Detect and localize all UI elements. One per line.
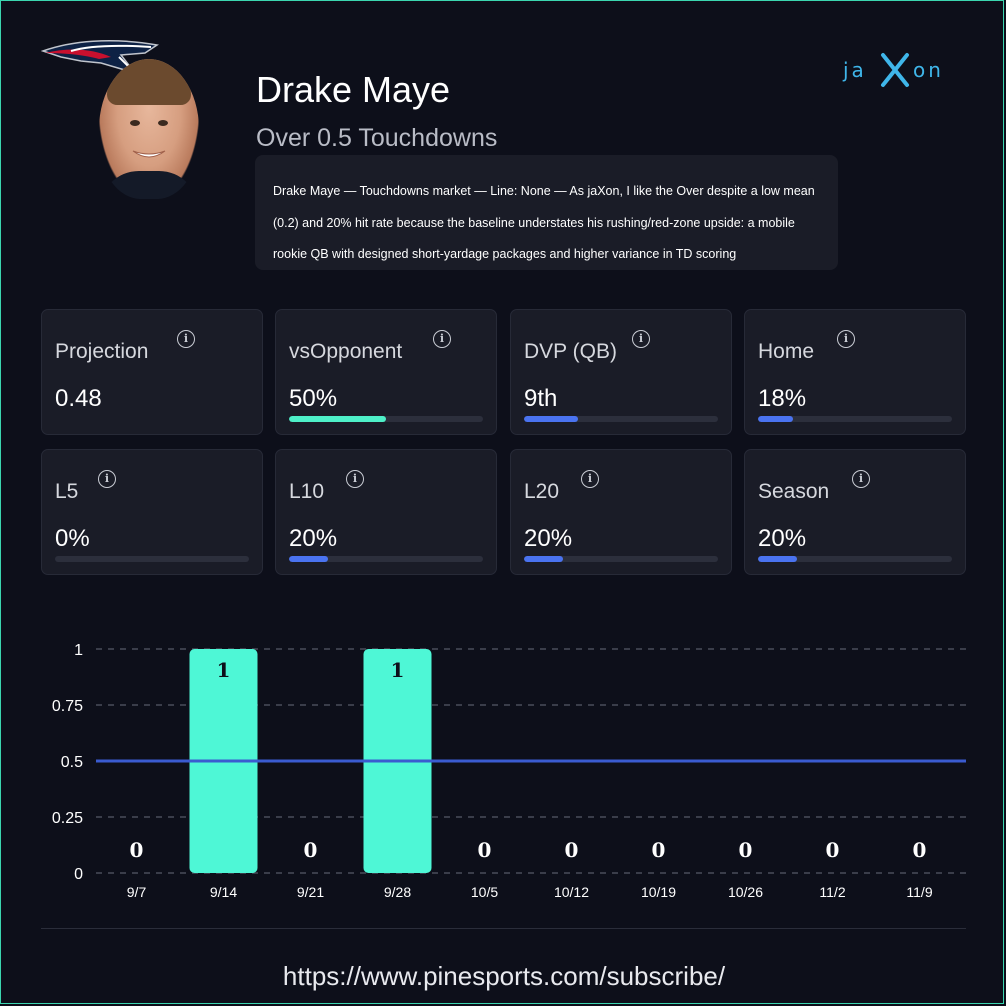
stat-value: 50%: [289, 385, 338, 412]
stat-bar-fill: [758, 556, 797, 562]
stat-bar-track: [524, 416, 718, 422]
stat-card-projection: Projection i 0.48: [41, 309, 263, 435]
y-tick-label: 0: [74, 866, 83, 883]
stat-value: 20%: [524, 525, 573, 552]
y-tick-label: 0.75: [52, 698, 83, 715]
stat-card-vsopponent: vsOpponent i 50%: [275, 309, 497, 435]
info-icon[interactable]: i: [581, 470, 599, 488]
bar-value-label: 0: [652, 838, 666, 862]
stat-label: Season: [758, 480, 830, 503]
stat-value: 18%: [758, 385, 807, 412]
stat-bar-track: [524, 556, 718, 562]
market-label: Over 0.5 Touchdowns: [256, 124, 498, 152]
stat-bar-track: [289, 556, 483, 562]
stat-bar-track: [758, 416, 952, 422]
info-icon[interactable]: i: [433, 330, 451, 348]
stat-card-season: Season i 20%: [744, 449, 966, 575]
divider: [41, 928, 966, 929]
player-headshot: [99, 59, 199, 199]
bar-value-label: 0: [304, 838, 318, 862]
x-tick-label: 11/9: [906, 884, 932, 900]
player-name: Drake Maye: [256, 69, 451, 110]
y-tick-label: 1: [74, 642, 83, 659]
bar-value-label: 0: [565, 838, 579, 862]
stat-label: vsOpponent: [289, 340, 403, 363]
bar-value-label: 0: [913, 838, 927, 862]
y-tick-label: 0.25: [52, 810, 83, 827]
stat-card-l20: L20 i 20%: [510, 449, 732, 575]
stat-bar-track: [758, 556, 952, 562]
x-tick-label: 9/14: [210, 884, 237, 900]
stat-label: L20: [524, 480, 560, 503]
stat-value: 0%: [55, 525, 90, 552]
stat-bar-fill: [758, 416, 793, 422]
info-icon[interactable]: i: [852, 470, 870, 488]
stat-value: 20%: [289, 525, 338, 552]
x-tick-label: 10/5: [471, 884, 498, 900]
x-tick-label: 11/2: [819, 884, 845, 900]
stat-bar-fill: [524, 556, 563, 562]
footer-url-link[interactable]: https://www.pinesports.com/subscribe/: [282, 961, 726, 991]
stat-bar-fill: [289, 416, 386, 422]
y-tick-label: 0.5: [61, 754, 83, 771]
stat-label: L5: [55, 480, 79, 503]
info-icon[interactable]: i: [98, 470, 116, 488]
stat-bar-fill: [289, 556, 328, 562]
info-icon[interactable]: i: [632, 330, 650, 348]
touchdown-history-chart: 0 0.25 0.5 0.75 1 0 9/7 1 9/14 0 9/21 1 9/28 0 10/5 0 10…: [1, 621, 1006, 911]
stat-card-dvp: DVP (QB) i 9th: [510, 309, 732, 435]
svg-text:ja: ja: [842, 58, 867, 82]
stat-label: L10: [289, 480, 325, 503]
info-icon[interactable]: i: [346, 470, 364, 488]
stat-bar-fill: [524, 416, 579, 422]
bar-value-label: 1: [217, 658, 231, 682]
x-tick-label: 9/21: [297, 884, 324, 900]
analysis-text: Drake Maye — Touchdowns market — Line: N…: [255, 155, 838, 270]
info-icon[interactable]: i: [177, 330, 195, 348]
stat-bar-track: [289, 416, 483, 422]
x-tick-label: 10/19: [641, 884, 676, 900]
x-tick-label: 9/7: [127, 884, 147, 900]
x-tick-label: 10/12: [554, 884, 589, 900]
brand-logo: ja on: [841, 51, 963, 94]
bar-value-label: 0: [478, 838, 492, 862]
x-tick-label: 9/28: [384, 884, 411, 900]
stat-bar-track: [55, 556, 249, 562]
bar-value-label: 1: [391, 658, 405, 682]
stat-value: 20%: [758, 525, 807, 552]
bar-value-label: 0: [130, 838, 144, 862]
chart-svg: 0 0.25 0.5 0.75 1 0 9/7 1 9/14 0 9/21 1 9/28 0 10/5 0 10…: [52, 642, 966, 900]
svg-text:on: on: [913, 58, 944, 82]
stat-value: 0.48: [55, 385, 102, 412]
stat-card-l10: L10 i 20%: [275, 449, 497, 575]
stat-card-l5: L5 i 0%: [41, 449, 263, 575]
stat-label: Projection: [55, 340, 149, 363]
stat-card-home: Home i 18%: [744, 309, 966, 435]
stat-value: 9th: [524, 385, 558, 412]
info-icon[interactable]: i: [837, 330, 855, 348]
x-tick-label: 10/26: [728, 884, 763, 900]
bar-value-label: 0: [739, 838, 753, 862]
stat-label: Home: [758, 340, 815, 363]
bar-value-label: 0: [826, 838, 840, 862]
stat-label: DVP (QB): [524, 340, 617, 363]
